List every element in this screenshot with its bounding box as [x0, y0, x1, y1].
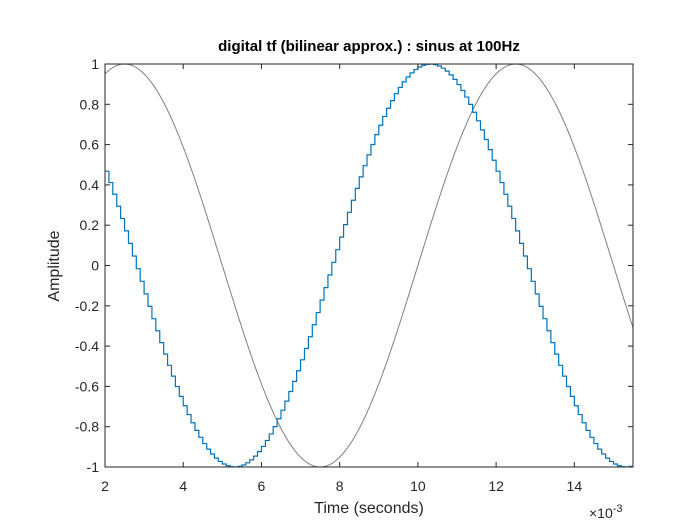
y-tick-label: -0.8 [75, 419, 99, 435]
y-tick-label: 0.8 [80, 96, 100, 112]
y-tick-label: -0.6 [75, 378, 99, 394]
y-tick-label: -0.4 [75, 338, 99, 354]
x-tick-label: 6 [258, 478, 266, 494]
plot-area [105, 64, 633, 467]
x-tick-label: 10 [410, 478, 426, 494]
x-exponent-base: ×10 [589, 505, 613, 521]
x-tick-label: 2 [101, 478, 109, 494]
y-axis-title: Amplitude [46, 230, 63, 301]
y-tick-label: 0.4 [80, 177, 100, 193]
ticks-layer: 2 4 6 8 10 12 14 -1 -0.8 -0.6 -0.4 -0.2 0 0.2 0.4 0.6 0.… [75, 56, 633, 494]
y-tick-label: 0.2 [80, 217, 100, 233]
series-line-1 [105, 64, 633, 467]
series-line-2 [105, 64, 633, 467]
x-tick-label: 8 [336, 478, 344, 494]
y-tick-label: -0.2 [75, 298, 99, 314]
x-tick-label: 14 [567, 478, 583, 494]
x-axis-title: Time (seconds) [314, 500, 424, 517]
y-tick-label: 0.6 [80, 137, 100, 153]
x-tick-label: 12 [488, 478, 504, 494]
x-tick-label: 4 [179, 478, 187, 494]
x-exponent-power: -3 [613, 503, 623, 515]
series-layer [105, 64, 633, 467]
y-tick-label: -1 [87, 459, 100, 475]
x-exponent-label: ×10-3 [589, 503, 623, 521]
chart-title: digital tf (bilinear approx.) : sinus at… [218, 38, 520, 55]
y-tick-label: 1 [91, 56, 99, 72]
y-tick-label: 0 [91, 258, 99, 274]
